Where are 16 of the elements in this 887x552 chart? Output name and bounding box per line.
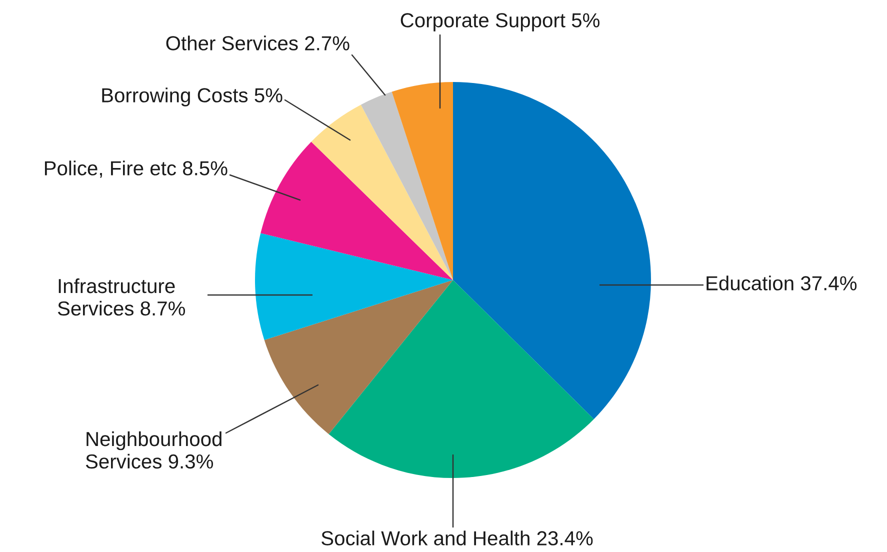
slice-label: Education 37.4% <box>706 276 857 290</box>
pie-slice <box>360 92 453 280</box>
slice-label: Borrowing Costs 5% <box>102 88 282 106</box>
pie-slice <box>260 142 453 280</box>
pie-slice <box>255 233 453 340</box>
pie-slice <box>311 104 453 280</box>
pie-slice <box>392 82 453 280</box>
slice-label: Police, Fire etc 8.5% <box>44 160 228 178</box>
slice-label: Infrastructure Services 8.7% <box>58 278 186 316</box>
slice-label: Neighbourhood Services 9.3% <box>86 431 222 469</box>
slice-label: Social Work and Health 23.4% <box>322 530 593 546</box>
pie-slice <box>453 82 651 420</box>
slice-label: Corporate Support 5% <box>400 13 600 32</box>
pie-slice <box>328 280 594 478</box>
pie-slice <box>264 280 453 434</box>
slice-label: Other Services 2.7% <box>166 36 350 50</box>
